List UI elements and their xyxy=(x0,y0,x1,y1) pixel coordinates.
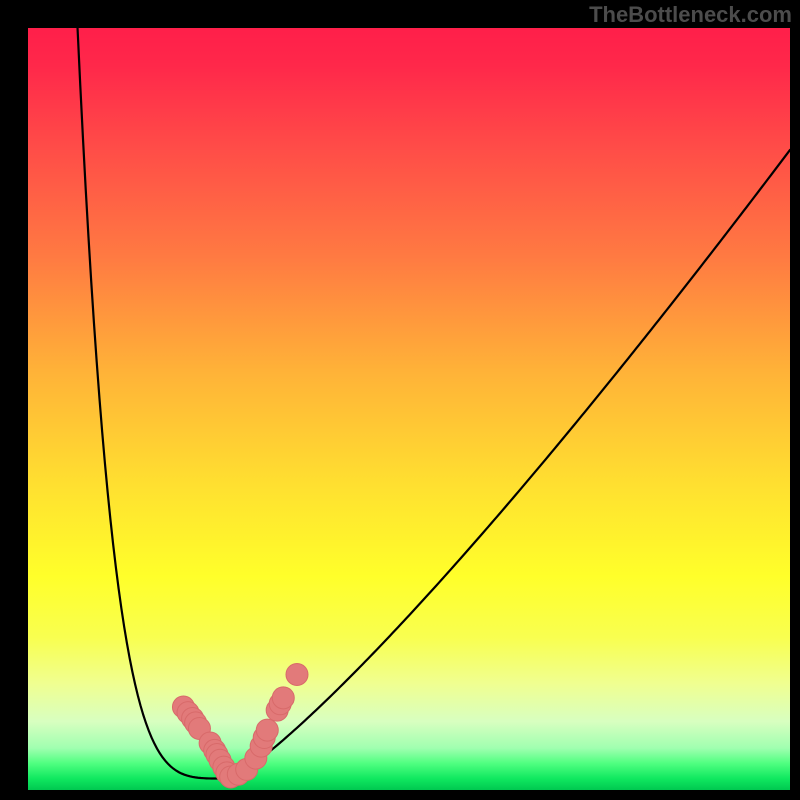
bottleneck-chart xyxy=(0,0,800,800)
data-point xyxy=(272,687,294,709)
data-point xyxy=(286,663,308,685)
watermark-text: TheBottleneck.com xyxy=(589,2,792,28)
chart-container: TheBottleneck.com xyxy=(0,0,800,800)
plot-background xyxy=(28,28,790,790)
data-point xyxy=(256,719,278,741)
